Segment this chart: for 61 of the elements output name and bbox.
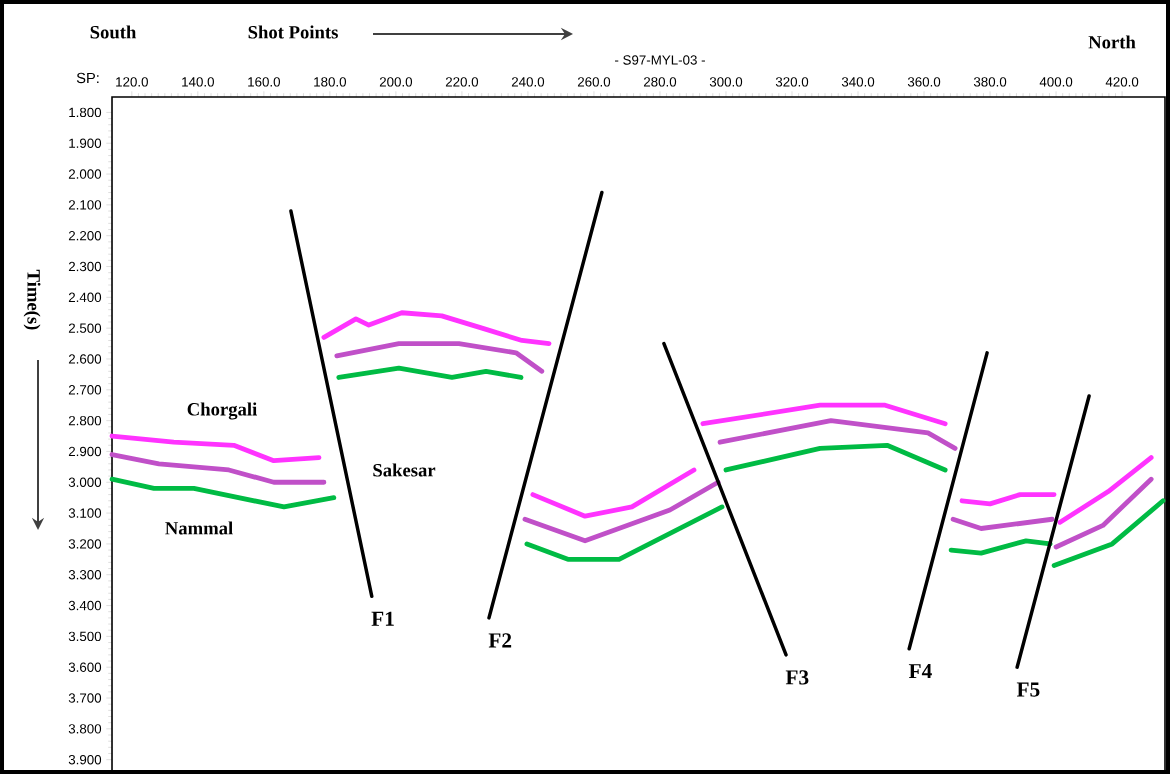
x-tick-label: 420.0 — [1105, 77, 1139, 87]
y-tick-label: 3.800 — [68, 724, 102, 734]
line-series — [948, 538, 1053, 556]
series-label: F5 — [1016, 682, 1040, 697]
y-tick-label: 2.900 — [68, 446, 102, 457]
x-tick-label: 360.0 — [907, 77, 941, 87]
line-series — [530, 467, 697, 519]
x-axis-title: Shot Points — [248, 25, 338, 39]
y-tick-label: 2.200 — [68, 230, 102, 241]
x-tick-label: 400.0 — [1039, 77, 1073, 87]
y-tick-label: 2.000 — [68, 169, 102, 179]
y-tick-label: 3.500 — [68, 631, 102, 642]
line-series — [109, 452, 327, 485]
annotation: Nammal — [165, 521, 233, 535]
y-tick-label: 3.600 — [68, 662, 102, 672]
x-tick-label: 200.0 — [379, 77, 413, 87]
series-label: F2 — [488, 633, 512, 648]
y-tick-label: 3.700 — [68, 693, 102, 703]
y-tick-label: 2.100 — [68, 200, 102, 210]
chart-title: - S97-MYL-03 - — [615, 55, 705, 65]
x-tick-label: 280.0 — [643, 77, 677, 87]
line-series — [321, 310, 552, 346]
text: South — [90, 25, 137, 39]
line-series — [334, 341, 545, 374]
x-tick-label: 240.0 — [511, 77, 545, 87]
y-tick-label: 3.200 — [68, 539, 102, 549]
y-tick-label: 3.900 — [68, 754, 102, 765]
line-series — [522, 479, 721, 544]
y-tick-label: 2.400 — [68, 292, 102, 303]
text: SP: — [76, 72, 99, 84]
x-tick-label: 180.0 — [314, 77, 347, 87]
y-tick-label: 1.800 — [69, 107, 102, 118]
text: North — [1088, 35, 1136, 49]
x-tick-label: 320.0 — [775, 77, 809, 87]
series-label: F3 — [785, 670, 809, 685]
y-tick-label: 3.100 — [68, 508, 102, 518]
line-series — [717, 418, 958, 451]
y-tick-label: 3.300 — [68, 570, 102, 580]
y-tick-label: 2.700 — [68, 385, 102, 395]
x-tick-label: 260.0 — [577, 77, 611, 87]
y-tick-label: 3.000 — [68, 477, 102, 487]
y-tick-label: 3.400 — [68, 600, 102, 611]
y-tick-label: 2.600 — [68, 354, 102, 364]
y-tick-label: 2.800 — [68, 415, 102, 426]
line-series — [109, 476, 337, 510]
annotation: Sakesar — [373, 463, 436, 477]
y-tick-label: 1.900 — [69, 138, 102, 148]
y-tick-label: 2.500 — [68, 323, 102, 333]
x-tick-label: 340.0 — [841, 77, 875, 87]
x-tick-label: 140.0 — [182, 77, 214, 87]
x-tick-label: 160.0 — [248, 77, 281, 87]
series-label: F4 — [908, 664, 932, 679]
x-tick-label: 220.0 — [445, 77, 479, 87]
series-label: F1 — [371, 611, 394, 626]
y-axis-title: Time(s) — [23, 269, 41, 330]
x-tick-label: 300.0 — [709, 77, 743, 87]
x-tick-label: 120.0 — [116, 77, 148, 87]
x-tick-label: 380.0 — [973, 77, 1007, 87]
line-series — [109, 433, 322, 464]
y-tick-label: 2.300 — [68, 261, 102, 272]
annotation: Chorgali — [187, 402, 257, 420]
